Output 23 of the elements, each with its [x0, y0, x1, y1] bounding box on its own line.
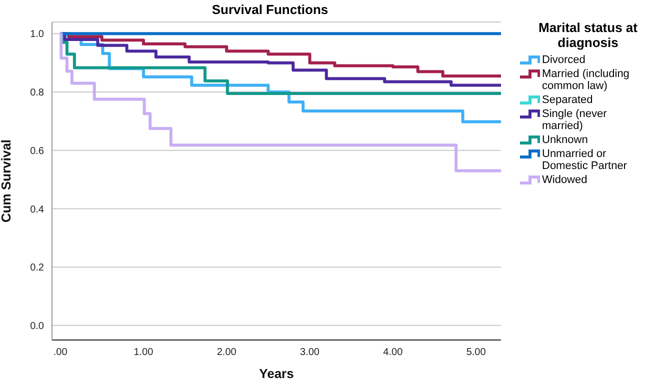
x-tick-label: 5.00 — [466, 347, 486, 358]
x-tick-label: 3.00 — [300, 347, 320, 358]
y-tick-label: 0.0 — [30, 320, 44, 332]
legend-label: Married (including common law) — [542, 68, 630, 92]
legend-label: Unknown — [542, 134, 588, 146]
legend-title: Marital status at diagnosis — [538, 20, 638, 50]
x-tick-label: .00 — [53, 347, 68, 358]
legend-label: Divorced — [542, 54, 586, 66]
x-axis-title: Years — [259, 366, 294, 380]
x-tick-label: 2.00 — [216, 347, 237, 358]
y-tick-label: 1.0 — [30, 29, 44, 40]
x-tick-label: 4.00 — [383, 347, 404, 358]
y-axis-title: Cum Survival — [0, 139, 14, 223]
legend-label: Widowed — [542, 174, 588, 186]
y-tick-label: 0.8 — [30, 88, 44, 99]
chart-title: Survival Functions — [210, 2, 330, 17]
y-tick-label: 0.2 — [30, 262, 44, 274]
legend-label: Unmarried or Domestic Partner — [542, 148, 628, 172]
x-tick-label: 1.00 — [134, 347, 154, 358]
y-tick-label: 0.4 — [30, 204, 44, 216]
legend-label: Separated — [542, 94, 593, 106]
y-tick-label: 0.6 — [30, 146, 44, 157]
legend-label: Single (never married) — [542, 108, 608, 132]
